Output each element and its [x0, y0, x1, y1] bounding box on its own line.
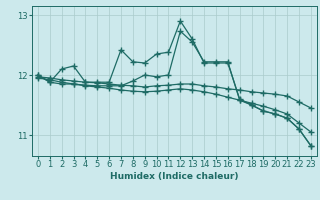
- X-axis label: Humidex (Indice chaleur): Humidex (Indice chaleur): [110, 172, 239, 181]
